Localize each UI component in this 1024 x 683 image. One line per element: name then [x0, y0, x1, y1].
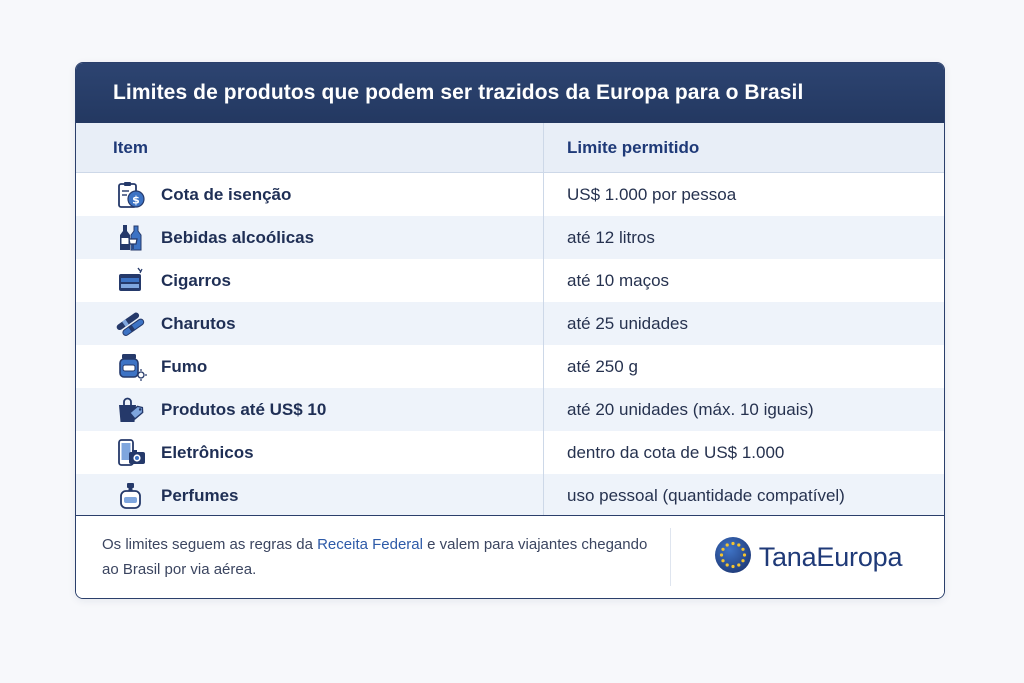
limit-cell: até 10 maços: [544, 259, 944, 302]
item-label: Bebidas alcoólicas: [161, 227, 315, 247]
limit-cell: até 25 unidades: [544, 302, 944, 345]
footer-note-after: e valem para viajantes chegando ao Brasi…: [102, 536, 648, 578]
limits-card: Limites de produtos que podem ser trazid…: [75, 62, 945, 599]
cigars-icon: [114, 307, 148, 341]
item-cell: Eletrônicos: [76, 431, 544, 474]
item-cell: Charutos: [76, 302, 544, 345]
receita-federal-link[interactable]: Receita Federal: [317, 536, 423, 553]
shopping-bag-tag-icon: [114, 393, 148, 427]
item-cell: Perfumes: [76, 474, 544, 517]
item-cell: Bebidas alcoólicas: [76, 216, 544, 259]
table-row: Charutos até 25 unidades: [76, 302, 944, 345]
limit-value: até 12 litros: [567, 227, 655, 247]
limit-value: dentro da cota de US$ 1.000: [567, 442, 785, 462]
limit-value: até 20 unidades (máx. 10 iguais): [567, 399, 814, 419]
footer-note-text: Os limites seguem as regras da Receita F…: [102, 532, 660, 582]
item-cell: Fumo: [76, 345, 544, 388]
item-label: Cigarros: [161, 270, 231, 290]
column-header-limit: Limite permitido: [544, 123, 944, 172]
limit-value: até 10 maços: [567, 270, 670, 290]
table-row: Cigarros até 10 maços: [76, 259, 944, 302]
limit-value: até 25 unidades: [567, 313, 688, 333]
item-label: Fumo: [161, 356, 208, 376]
brand-logo: TanaEuropa: [671, 535, 944, 580]
cigarette-pack-icon: [114, 264, 148, 298]
footer-note-before: Os limites seguem as regras da: [102, 536, 318, 553]
limit-value: até 250 g: [567, 356, 638, 376]
item-label: Eletrônicos: [161, 442, 254, 462]
table-body: $ Cota de isenção US$ 1.000 por pessoa: [76, 173, 944, 517]
bottles-icon: [114, 221, 148, 255]
tobacco-jar-icon: [114, 350, 148, 384]
phone-camera-icon: [114, 436, 148, 470]
column-header-item-label: Item: [113, 137, 148, 157]
column-header-item: Item: [76, 123, 544, 172]
card-title: Limites de produtos que podem ser trazid…: [113, 81, 804, 104]
item-label: Charutos: [161, 313, 236, 333]
eu-flag-globe-icon: [713, 535, 753, 580]
card-footer: Os limites seguem as regras da Receita F…: [76, 515, 944, 598]
table-row: Produtos até US$ 10 até 20 unidades (máx…: [76, 388, 944, 431]
limit-cell: até 250 g: [544, 345, 944, 388]
column-header-limit-label: Limite permitido: [567, 137, 700, 157]
table-row: Eletrônicos dentro da cota de US$ 1.000: [76, 431, 944, 474]
table-row: Bebidas alcoólicas até 12 litros: [76, 216, 944, 259]
item-label: Cota de isenção: [161, 184, 292, 204]
limit-cell: US$ 1.000 por pessoa: [544, 173, 944, 216]
perfume-bottle-icon: [114, 479, 148, 513]
limit-value: uso pessoal (quantidade compatível): [567, 485, 845, 505]
limit-value: US$ 1.000 por pessoa: [567, 184, 737, 204]
svg-text:$: $: [132, 193, 140, 206]
table-row: Perfumes uso pessoal (quantidade compatí…: [76, 474, 944, 517]
table-row: $ Cota de isenção US$ 1.000 por pessoa: [76, 173, 944, 216]
item-cell: Cigarros: [76, 259, 544, 302]
table-row: Fumo até 250 g: [76, 345, 944, 388]
item-cell: Produtos até US$ 10: [76, 388, 544, 431]
item-label: Produtos até US$ 10: [161, 399, 327, 419]
table-header: Item Limite permitido: [76, 123, 944, 173]
limit-cell: uso pessoal (quantidade compatível): [544, 474, 944, 517]
item-label: Perfumes: [161, 485, 239, 505]
duty-free-receipt-icon: $: [114, 178, 148, 212]
limit-cell: dentro da cota de US$ 1.000: [544, 431, 944, 474]
item-cell: $ Cota de isenção: [76, 173, 544, 216]
limit-cell: até 20 unidades (máx. 10 iguais): [544, 388, 944, 431]
card-header: Limites de produtos que podem ser trazid…: [76, 63, 944, 123]
brand-name: TanaEuropa: [758, 541, 903, 572]
footer-note: Os limites seguem as regras da Receita F…: [76, 528, 671, 586]
limit-cell: até 12 litros: [544, 216, 944, 259]
